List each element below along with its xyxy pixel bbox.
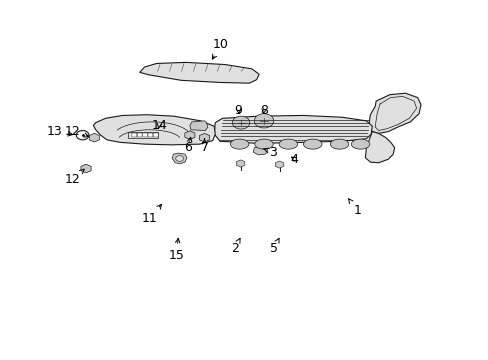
Polygon shape bbox=[128, 132, 158, 138]
Polygon shape bbox=[368, 93, 420, 134]
Ellipse shape bbox=[303, 139, 322, 149]
Circle shape bbox=[175, 156, 183, 161]
Polygon shape bbox=[214, 116, 371, 143]
Text: 12: 12 bbox=[65, 169, 84, 186]
Polygon shape bbox=[172, 153, 186, 164]
FancyBboxPatch shape bbox=[132, 133, 137, 137]
Ellipse shape bbox=[330, 139, 348, 149]
Polygon shape bbox=[93, 115, 215, 145]
Text: 7: 7 bbox=[200, 139, 208, 154]
Circle shape bbox=[76, 131, 89, 140]
Text: 5: 5 bbox=[269, 238, 279, 255]
Text: 10: 10 bbox=[212, 38, 228, 59]
Text: 11: 11 bbox=[141, 204, 161, 225]
Text: 3: 3 bbox=[263, 145, 276, 158]
Text: 4: 4 bbox=[290, 153, 298, 166]
Polygon shape bbox=[365, 132, 394, 163]
Circle shape bbox=[232, 116, 249, 129]
Ellipse shape bbox=[230, 139, 248, 149]
Polygon shape bbox=[140, 62, 259, 83]
FancyBboxPatch shape bbox=[153, 133, 158, 137]
Polygon shape bbox=[189, 121, 207, 131]
Polygon shape bbox=[253, 146, 267, 155]
Text: 1: 1 bbox=[348, 199, 361, 217]
Text: 14: 14 bbox=[151, 119, 167, 132]
Text: 6: 6 bbox=[184, 137, 192, 154]
FancyBboxPatch shape bbox=[137, 133, 142, 137]
Text: 15: 15 bbox=[168, 238, 184, 262]
Text: 8: 8 bbox=[260, 104, 267, 117]
Text: 9: 9 bbox=[234, 104, 242, 117]
Ellipse shape bbox=[279, 139, 297, 149]
Text: 13: 13 bbox=[46, 125, 72, 138]
FancyBboxPatch shape bbox=[148, 133, 153, 137]
Ellipse shape bbox=[254, 139, 273, 149]
Circle shape bbox=[254, 114, 273, 128]
Text: 12: 12 bbox=[65, 125, 88, 138]
FancyBboxPatch shape bbox=[142, 133, 147, 137]
Text: 2: 2 bbox=[230, 238, 240, 255]
Ellipse shape bbox=[350, 139, 369, 149]
